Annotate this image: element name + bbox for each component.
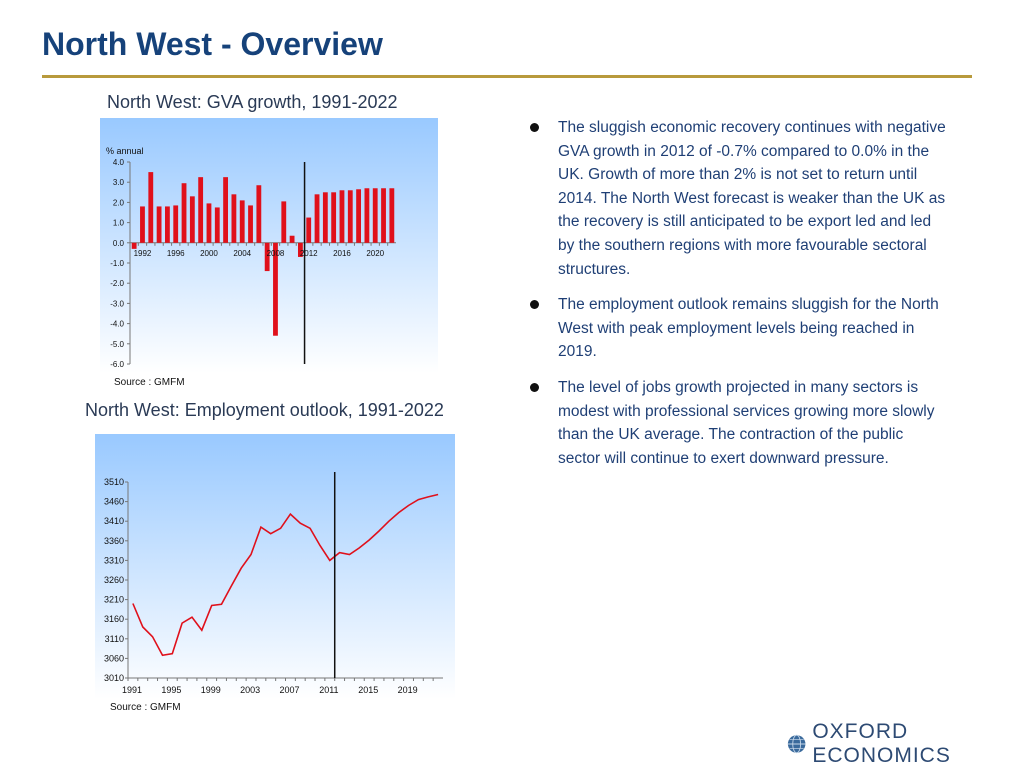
employment-y-tick-label: 3360 bbox=[104, 536, 124, 546]
gva-y-tick-label: 4.0 bbox=[113, 158, 125, 167]
gva-bar bbox=[389, 188, 395, 243]
gva-bar bbox=[214, 207, 220, 243]
gva-unit-label: % annual bbox=[106, 146, 144, 156]
employment-x-tick-label: 2011 bbox=[319, 685, 338, 695]
gva-bar bbox=[339, 190, 345, 243]
gva-marks: 4.0 3.0 2.0 1.0 0.0 -1.0 -2.0 -3.0 -4.0 -5.0 -6.0 1… bbox=[110, 158, 396, 369]
bullet-item: The level of jobs growth projected in ma… bbox=[528, 376, 948, 470]
employment-chart-title: North West: Employment outlook, 1991-202… bbox=[85, 400, 444, 420]
employment-y-tick-label: 3110 bbox=[105, 634, 124, 644]
employment-x-tick-label: 1991 bbox=[122, 685, 142, 695]
employment-x-tick-label: 2003 bbox=[240, 685, 260, 695]
gva-chart: % annual 4.0 3.0 2.0 1.0 0.0 -1.0 -2.0 -3.0 -4.0… bbox=[100, 118, 438, 373]
employment-y-tick-label: 3210 bbox=[104, 595, 124, 605]
employment-plot-background bbox=[95, 434, 455, 699]
employment-source: Source : GMFM bbox=[110, 702, 181, 713]
employment-marks: 3510 3460 3410 3360 3310 3260 3210 3160 3110 3060… bbox=[104, 472, 443, 695]
gva-bar bbox=[281, 201, 287, 243]
gva-x-tick-label: 2012 bbox=[300, 249, 318, 258]
gva-x-tick-label: 2000 bbox=[200, 249, 218, 258]
employment-y-tick-label: 3010 bbox=[104, 673, 124, 683]
gva-y-tick-label: 2.0 bbox=[113, 198, 125, 207]
gva-y-tick-label: -3.0 bbox=[110, 299, 124, 308]
gva-bar bbox=[264, 242, 270, 272]
bullet-text: The sluggish economic recovery continues… bbox=[558, 119, 946, 278]
gva-x-tick-label: 2020 bbox=[366, 249, 384, 258]
page-title: North West - Overview bbox=[42, 26, 383, 62]
gva-bar bbox=[223, 177, 229, 243]
bullet-dot-icon bbox=[530, 300, 539, 310]
employment-series-line bbox=[132, 493, 439, 657]
employment-y-tick-label: 3060 bbox=[104, 653, 124, 663]
bullet-text: The employment outlook remains sluggish … bbox=[558, 296, 939, 361]
gva-bar bbox=[381, 188, 386, 243]
employment-x-tick-label: 1999 bbox=[201, 685, 221, 695]
gva-y-tick-label: -2.0 bbox=[110, 279, 124, 288]
gva-bar bbox=[289, 235, 295, 243]
employment-y-tick-label: 3310 bbox=[104, 555, 124, 565]
employment-y-tick-label: 3260 bbox=[104, 575, 124, 585]
logo-text: OXFORD ECONOMICS bbox=[812, 720, 951, 767]
gva-x-tick-label: 1996 bbox=[167, 249, 185, 258]
employment-chart-svg: 3510 3460 3410 3360 3310 3260 3210 3160 3110 3060… bbox=[95, 434, 455, 699]
gva-bar bbox=[206, 203, 212, 243]
gva-bar bbox=[273, 242, 278, 336]
gva-source: Source : GMFM bbox=[114, 377, 185, 388]
gva-bar bbox=[164, 206, 170, 243]
bullet-item: The employment outlook remains sluggish … bbox=[528, 293, 948, 364]
employment-x-tick-label: 2007 bbox=[279, 685, 299, 695]
gva-bar bbox=[347, 190, 353, 243]
employment-x-tick-label: 2019 bbox=[398, 685, 418, 695]
oxford-economics-logo: OXFORD ECONOMICS bbox=[787, 720, 1024, 768]
employment-y-tick-label: 3510 bbox=[104, 477, 124, 487]
employment-x-tick-label: 1995 bbox=[161, 685, 181, 695]
gva-bar bbox=[372, 188, 378, 243]
gva-bar bbox=[314, 194, 320, 243]
gva-bar bbox=[322, 192, 328, 243]
gva-bar bbox=[181, 183, 187, 243]
gva-bar bbox=[131, 242, 137, 249]
gva-y-tick-label: 1.0 bbox=[113, 219, 125, 228]
gva-x-tick-label: 2008 bbox=[267, 249, 285, 258]
gva-bar bbox=[256, 185, 262, 243]
gva-y-tick-label: 0.0 bbox=[113, 239, 125, 248]
gva-x-tick-label: 2004 bbox=[233, 249, 251, 258]
employment-y-tick-label: 3160 bbox=[104, 614, 124, 624]
gva-bar bbox=[356, 189, 362, 243]
globe-icon bbox=[787, 734, 806, 754]
gva-bar bbox=[364, 188, 370, 243]
bullet-list: The sluggish economic recovery continues… bbox=[528, 116, 948, 482]
gva-y-tick-label: 3.0 bbox=[113, 178, 125, 187]
employment-chart: 3510 3460 3410 3360 3310 3260 3210 3160 3110 3060… bbox=[95, 434, 455, 699]
gva-bar bbox=[189, 196, 195, 243]
gva-bar bbox=[239, 200, 245, 243]
gva-bar bbox=[140, 206, 145, 243]
gva-bar bbox=[198, 177, 204, 243]
bullet-text: The level of jobs growth projected in ma… bbox=[558, 378, 935, 467]
gva-y-tick-label: -5.0 bbox=[110, 340, 124, 349]
gva-chart-title: North West: GVA growth, 1991-2022 bbox=[107, 92, 398, 112]
employment-y-tick-label: 3410 bbox=[104, 516, 124, 526]
title-divider bbox=[42, 75, 972, 78]
employment-x-tick-label: 2015 bbox=[358, 685, 378, 695]
gva-x-tick-label: 1992 bbox=[134, 249, 152, 258]
gva-bar bbox=[331, 192, 337, 243]
gva-bar bbox=[297, 242, 303, 257]
gva-chart-svg: % annual 4.0 3.0 2.0 1.0 0.0 -1.0 -2.0 -3.0 -4.0… bbox=[100, 118, 438, 373]
employment-y-tick-label: 3460 bbox=[104, 497, 124, 507]
gva-bar bbox=[231, 194, 237, 243]
gva-bar bbox=[306, 217, 312, 243]
gva-x-tick-label: 2016 bbox=[333, 249, 351, 258]
gva-bar bbox=[156, 206, 162, 243]
gva-y-tick-label: -6.0 bbox=[110, 360, 124, 369]
bullet-dot-icon bbox=[530, 123, 539, 132]
gva-bar bbox=[148, 172, 154, 243]
gva-y-tick-label: -4.0 bbox=[110, 320, 124, 329]
gva-bar bbox=[248, 205, 253, 243]
gva-y-tick-label: -1.0 bbox=[110, 259, 124, 268]
gva-bar bbox=[173, 205, 179, 243]
bullet-item: The sluggish economic recovery continues… bbox=[528, 116, 948, 281]
bullet-dot-icon bbox=[530, 382, 539, 392]
